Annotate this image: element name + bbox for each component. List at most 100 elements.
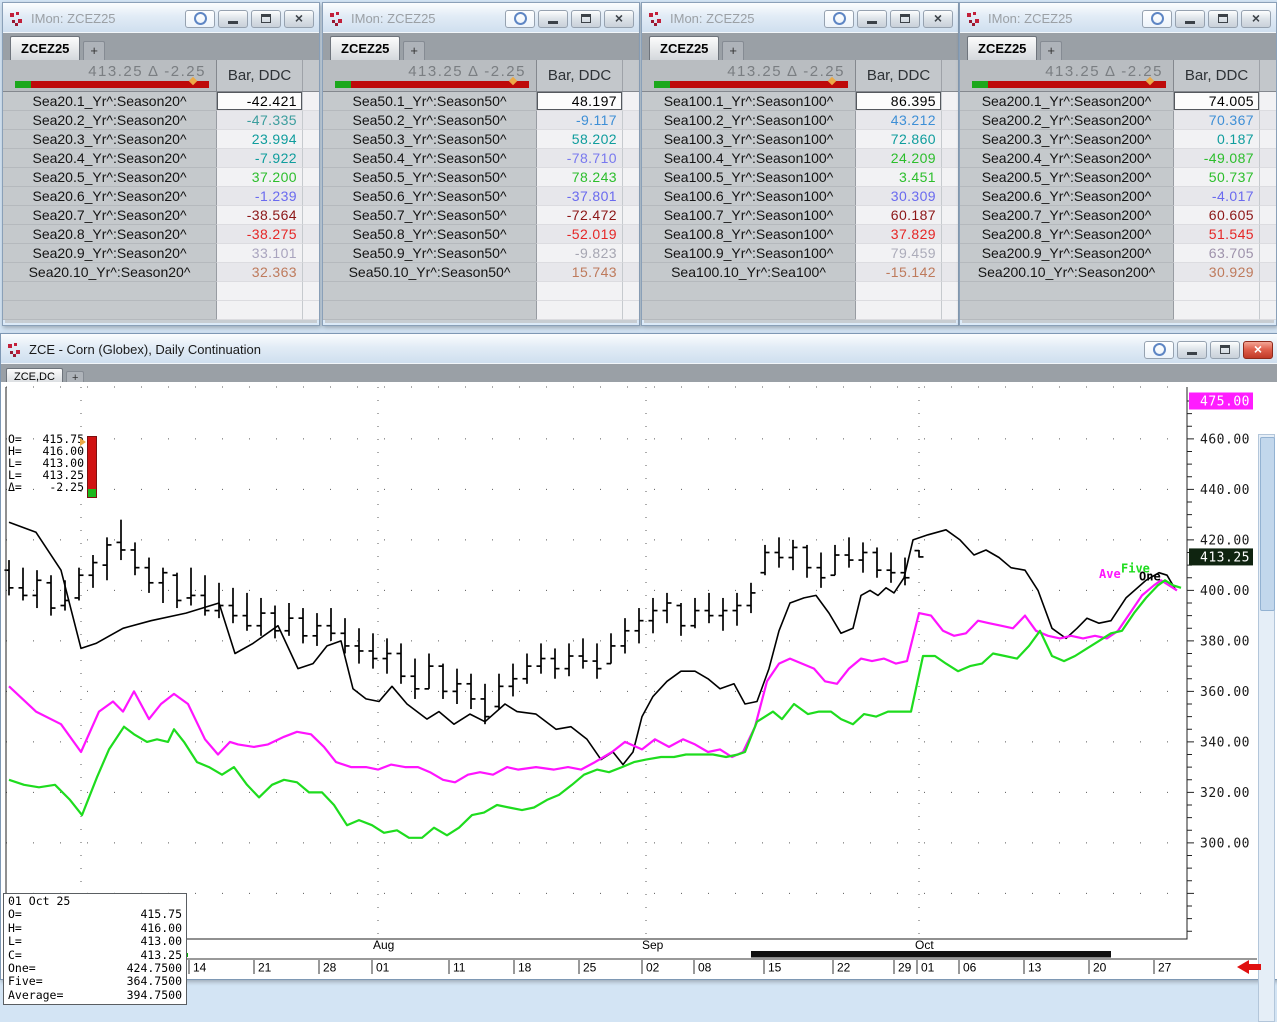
row-value-cell[interactable]: 37.829 — [855, 225, 941, 244]
table-row[interactable]: Sea20.1_Yr^:Season20^ -42.421 — [3, 92, 319, 111]
table-row[interactable]: Sea50.4_Yr^:Season50^ -78.710 — [323, 149, 639, 168]
table-row[interactable]: Sea100.9_Yr^:Season100^ 79.459 — [642, 244, 958, 263]
table-row[interactable]: Sea20.2_Yr^:Season20^ -47.335 — [3, 111, 319, 130]
row-value-cell[interactable]: 30.929 — [1173, 263, 1259, 282]
row-value-cell[interactable]: -47.335 — [216, 111, 302, 130]
row-value-cell[interactable]: 51.545 — [1173, 225, 1259, 244]
row-value-cell[interactable]: -52.019 — [536, 225, 622, 244]
tab-zcez25[interactable]: ZCEZ25 — [967, 36, 1038, 60]
row-value-cell[interactable]: 33.101 — [216, 244, 302, 263]
price-chart[interactable]: One Ave Five 475.00 460.00 440.00 420.00 413.25… — [1, 382, 1277, 979]
chart-plot-area[interactable]: One Ave Five 475.00 460.00 440.00 420.00 413.25… — [1, 382, 1277, 1022]
table-row[interactable]: Sea100.2_Yr^:Season100^ 43.212 — [642, 111, 958, 130]
table-row[interactable]: Sea100.7_Yr^:Season100^ 60.187 — [642, 206, 958, 225]
row-value-cell[interactable]: -37.801 — [536, 187, 622, 206]
column-header-bar-ddc[interactable]: Bar, DDC — [855, 60, 941, 91]
table-row[interactable]: Sea100.8_Yr^:Season100^ 37.829 — [642, 225, 958, 244]
row-value-cell[interactable]: -4.017 — [1173, 187, 1259, 206]
row-value-cell[interactable]: 0.187 — [1173, 130, 1259, 149]
table-row[interactable]: Sea100.3_Yr^:Season100^ 72.860 — [642, 130, 958, 149]
add-tab-button[interactable]: + — [403, 41, 425, 60]
table-row[interactable]: Sea200.6_Yr^:Season200^ -4.017 — [960, 187, 1276, 206]
table-row[interactable]: Sea50.10_Yr^:Season50^ 15.743 — [323, 263, 639, 282]
table-row[interactable]: Sea20.3_Yr^:Season20^ 23.994 — [3, 130, 319, 149]
column-header-bar-ddc[interactable]: Bar, DDC — [216, 60, 302, 91]
table-row[interactable]: Sea20.6_Yr^:Season20^ -1.239 — [3, 187, 319, 206]
table-row[interactable]: Sea200.10_Yr^:Season200^ 30.929 — [960, 263, 1276, 282]
table-row[interactable]: Sea200.8_Yr^:Season200^ 51.545 — [960, 225, 1276, 244]
minimize-button[interactable] — [1175, 9, 1205, 28]
tab-zcez25[interactable]: ZCEZ25 — [649, 36, 720, 60]
close-button[interactable]: × — [284, 9, 314, 28]
table-row[interactable]: Sea50.3_Yr^:Season50^ 58.202 — [323, 130, 639, 149]
table-row[interactable]: Sea200.7_Yr^:Season200^ 60.605 — [960, 206, 1276, 225]
row-value-cell[interactable]: -38.275 — [216, 225, 302, 244]
row-value-cell[interactable]: 86.395 — [855, 92, 941, 111]
minimize-button[interactable] — [218, 9, 248, 28]
row-value-cell[interactable]: -78.710 — [536, 149, 622, 168]
minimize-button[interactable] — [538, 9, 568, 28]
monitor-titlebar[interactable]: IMon: ZCEZ25 × — [642, 3, 958, 32]
table-row[interactable]: Sea100.6_Yr^:Season100^ 30.309 — [642, 187, 958, 206]
table-row[interactable]: Sea50.7_Yr^:Season50^ -72.472 — [323, 206, 639, 225]
row-value-cell[interactable]: 37.200 — [216, 168, 302, 187]
minimize-button[interactable] — [857, 9, 887, 28]
row-value-cell[interactable]: -42.421 — [216, 92, 302, 111]
imon-window-4[interactable]: IMon: ZCEZ25 × ZCEZ25 +413.25 Δ -2.25 Bar, D… — [959, 2, 1277, 326]
close-button[interactable]: × — [1241, 9, 1271, 28]
minimize-button[interactable] — [1177, 340, 1207, 359]
imon-window-1[interactable]: IMon: ZCEZ25 × ZCEZ25 +413.25 Δ -2.25 Bar, D… — [2, 2, 320, 326]
row-value-cell[interactable]: 30.309 — [855, 187, 941, 206]
row-value-cell[interactable]: 63.705 — [1173, 244, 1259, 263]
column-header-bar-ddc[interactable]: Bar, DDC — [1173, 60, 1259, 91]
row-value-cell[interactable]: 43.212 — [855, 111, 941, 130]
row-value-cell[interactable]: 58.202 — [536, 130, 622, 149]
table-row[interactable]: Sea100.5_Yr^:Season100^ 3.451 — [642, 168, 958, 187]
close-button[interactable]: × — [604, 9, 634, 28]
row-value-cell[interactable]: 24.209 — [855, 149, 941, 168]
table-row[interactable]: Sea200.5_Yr^:Season200^ 50.737 — [960, 168, 1276, 187]
table-row[interactable]: Sea50.9_Yr^:Season50^ -9.823 — [323, 244, 639, 263]
vertical-scrollbar-thumb[interactable] — [1260, 437, 1275, 611]
row-value-cell[interactable]: 3.451 — [855, 168, 941, 187]
restore-button[interactable] — [251, 9, 281, 28]
table-row[interactable]: Sea50.2_Yr^:Season50^ -9.117 — [323, 111, 639, 130]
circle-button[interactable] — [185, 9, 215, 28]
row-value-cell[interactable]: 72.860 — [855, 130, 941, 149]
table-row[interactable]: Sea200.4_Yr^:Season200^ -49.087 — [960, 149, 1276, 168]
chart-window[interactable]: ZCE - Corn (Globex), Daily Continuation … — [0, 333, 1277, 1022]
monitor-titlebar[interactable]: IMon: ZCEZ25 × — [3, 3, 319, 32]
row-value-cell[interactable]: -49.087 — [1173, 149, 1259, 168]
row-value-cell[interactable]: 50.737 — [1173, 168, 1259, 187]
row-value-cell[interactable]: 70.367 — [1173, 111, 1259, 130]
row-value-cell[interactable]: 60.605 — [1173, 206, 1259, 225]
circle-button[interactable] — [505, 9, 535, 28]
row-value-cell[interactable]: -38.564 — [216, 206, 302, 225]
monitor-titlebar[interactable]: IMon: ZCEZ25 × — [323, 3, 639, 32]
add-tab-button[interactable]: + — [83, 41, 105, 60]
chart-titlebar[interactable]: ZCE - Corn (Globex), Daily Continuation … — [1, 334, 1277, 363]
table-row[interactable]: Sea20.10_Yr^:Season20^ 32.363 — [3, 263, 319, 282]
row-value-cell[interactable]: 74.005 — [1173, 92, 1259, 111]
monitor-titlebar[interactable]: IMon: ZCEZ25 × — [960, 3, 1276, 32]
row-value-cell[interactable]: 60.187 — [855, 206, 941, 225]
restore-button[interactable] — [1210, 340, 1240, 359]
table-row[interactable]: Sea200.2_Yr^:Season200^ 70.367 — [960, 111, 1276, 130]
table-row[interactable]: Sea20.7_Yr^:Season20^ -38.564 — [3, 206, 319, 225]
circle-button[interactable] — [1144, 340, 1174, 359]
table-row[interactable]: Sea20.9_Yr^:Season20^ 33.101 — [3, 244, 319, 263]
table-row[interactable]: Sea200.3_Yr^:Season200^ 0.187 — [960, 130, 1276, 149]
row-value-cell[interactable]: -9.823 — [536, 244, 622, 263]
close-button[interactable]: × — [1243, 340, 1273, 359]
row-value-cell[interactable]: 15.743 — [536, 263, 622, 282]
row-value-cell[interactable]: 23.994 — [216, 130, 302, 149]
add-tab-button[interactable]: + — [722, 41, 744, 60]
restore-button[interactable] — [890, 9, 920, 28]
table-row[interactable]: Sea100.4_Yr^:Season100^ 24.209 — [642, 149, 958, 168]
table-row[interactable]: Sea100.1_Yr^:Season100^ 86.395 — [642, 92, 958, 111]
table-row[interactable]: Sea50.8_Yr^:Season50^ -52.019 — [323, 225, 639, 244]
table-row[interactable]: Sea200.1_Yr^:Season200^ 74.005 — [960, 92, 1276, 111]
restore-button[interactable] — [571, 9, 601, 28]
row-value-cell[interactable]: -1.239 — [216, 187, 302, 206]
row-value-cell[interactable]: -9.117 — [536, 111, 622, 130]
